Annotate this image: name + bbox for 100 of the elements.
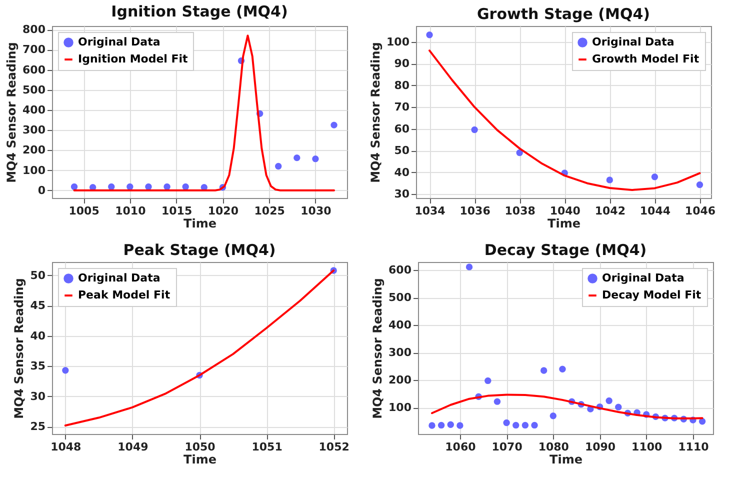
point: [126, 183, 134, 190]
point: [698, 418, 706, 425]
point: [164, 183, 170, 190]
line-series: [428, 50, 701, 191]
point: [512, 422, 520, 429]
point: [503, 419, 510, 426]
x-tick-label: 1052: [318, 440, 350, 454]
x-tick-label: 1010: [115, 204, 146, 218]
point: [312, 155, 319, 162]
y-tick-label: 200: [388, 374, 412, 387]
y-tick-label: 600: [22, 63, 46, 76]
x-axis-title: Time: [548, 216, 580, 230]
y-tick-label: 100: [22, 164, 46, 177]
point: [531, 422, 538, 429]
point: [615, 404, 622, 410]
point: [426, 32, 433, 38]
point: [471, 126, 478, 134]
point: [456, 422, 464, 429]
y-axis-title: MQ4 Sensor Reading: [368, 42, 383, 183]
point: [516, 149, 523, 156]
chart-title: Peak Stage (MQ4): [123, 241, 276, 259]
point: [145, 183, 152, 190]
x-tick-label: 1050: [184, 440, 216, 454]
x-tick-label: 1049: [118, 440, 148, 454]
point: [550, 412, 557, 420]
x-tick-label: 1080: [538, 440, 570, 454]
legend-label: Original Data: [78, 272, 160, 284]
point: [275, 162, 282, 170]
y-tick-label: 800: [22, 23, 46, 36]
chart-title: Growth Stage (MQ4): [477, 5, 650, 23]
y-tick-label: 500: [22, 83, 46, 96]
x-tick-label: 1038: [504, 204, 536, 218]
y-tick-label: 700: [22, 43, 46, 56]
point: [466, 264, 473, 270]
legend-label: Original Data: [78, 36, 160, 48]
y-tick-label: 100: [388, 401, 412, 414]
y-tick-label: 300: [388, 346, 412, 360]
point: [651, 174, 658, 180]
point: [294, 154, 300, 162]
y-tick-label: 600: [388, 264, 412, 277]
legend-label: Peak Model Fit: [78, 288, 170, 302]
x-axis-title: Time: [550, 452, 582, 466]
x-tick-label: 1110: [678, 440, 710, 454]
x-tick-label: 1060: [445, 440, 476, 454]
point: [696, 181, 704, 188]
x-tick-label: 1090: [584, 440, 616, 454]
point: [438, 422, 445, 429]
y-tick-label: 25: [30, 420, 46, 434]
y-axis-title: MQ4 Sensor Reading: [12, 278, 26, 419]
y-tick-label: 30: [394, 188, 410, 201]
legend-label: Original Data: [602, 272, 684, 284]
y-tick-label: 400: [388, 318, 412, 332]
legend-label: Growth Model Fit: [592, 52, 700, 66]
y-tick-label: 35: [30, 360, 46, 373]
x-tick-label: 1020: [208, 204, 239, 218]
y-tick-label: 50: [30, 268, 46, 282]
point: [494, 398, 501, 405]
x-tick-label: 1030: [300, 204, 332, 218]
point: [447, 421, 454, 428]
legend-label: Decay Model Fit: [602, 288, 702, 302]
y-tick-label: 200: [22, 144, 46, 157]
y-tick-label: 40: [394, 166, 410, 179]
y-tick-label: 60: [394, 122, 410, 136]
x-tick-label: 1005: [68, 204, 100, 218]
y-tick-label: 40: [30, 329, 46, 342]
x-tick-label: 1070: [492, 440, 523, 454]
x-tick-label: 1048: [50, 440, 82, 454]
x-tick-label: 1040: [550, 204, 581, 218]
y-tick-label: 400: [22, 103, 46, 116]
y-tick-label: 30: [30, 390, 46, 403]
y-tick-label: 80: [394, 78, 410, 92]
x-axis-title: Time: [184, 452, 216, 466]
x-tick-label: 1046: [684, 204, 716, 218]
x-tick-label: 1044: [640, 204, 671, 218]
x-tick-label: 1036: [460, 204, 491, 218]
x-tick-label: 1051: [252, 440, 282, 454]
x-tick-label: 1100: [632, 440, 663, 454]
point: [70, 183, 78, 190]
y-tick-label: 45: [30, 299, 46, 312]
y-tick-label: 300: [22, 124, 46, 137]
x-axis-title: Time: [184, 216, 216, 230]
point: [428, 422, 436, 429]
y-tick-label: 90: [394, 57, 410, 70]
point: [522, 422, 529, 429]
x-tick-label: 1034: [414, 204, 446, 218]
point: [182, 183, 189, 190]
point: [559, 366, 566, 373]
x-tick-label: 1015: [161, 204, 192, 218]
point: [540, 367, 548, 374]
point: [62, 367, 69, 374]
x-tick-label: 1042: [594, 204, 626, 218]
point: [108, 183, 115, 190]
y-axis-title: MQ4 Sensor Reading: [4, 42, 19, 183]
y-tick-label: 100: [386, 35, 410, 48]
point: [484, 377, 492, 384]
y-tick-label: 500: [388, 291, 412, 304]
y-tick-label: 50: [394, 144, 410, 158]
point: [606, 176, 614, 184]
point: [606, 397, 612, 404]
y-tick-label: 0: [38, 184, 46, 197]
